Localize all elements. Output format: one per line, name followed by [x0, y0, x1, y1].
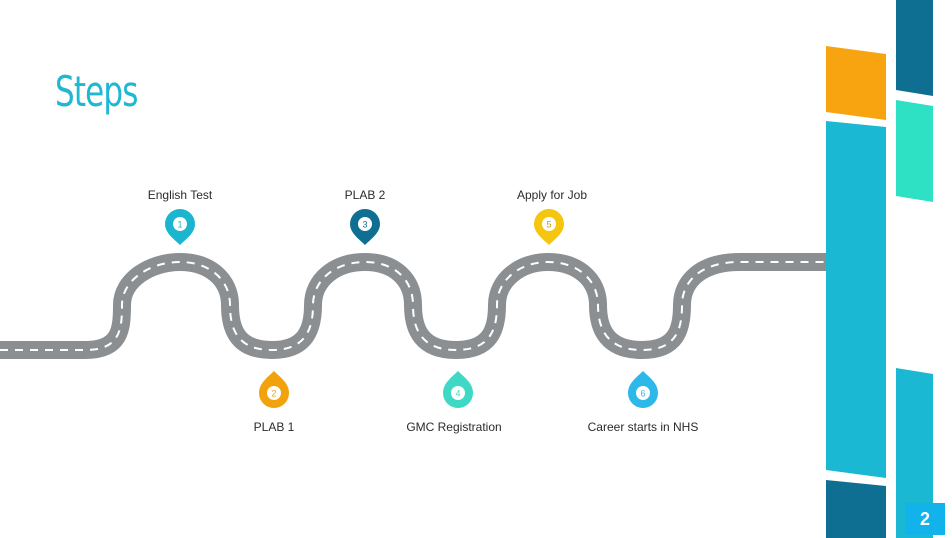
step-pin-1: 1: [165, 209, 195, 245]
step-pin-2: 2: [259, 371, 289, 408]
page-number-box: [905, 503, 945, 535]
step-pin-5: 5: [534, 209, 564, 245]
slide-title: Steps: [55, 67, 138, 116]
band-navy-bottom: [826, 480, 886, 538]
step-number: 2: [271, 389, 276, 399]
step-label-2: PLAB 1: [253, 420, 295, 434]
winding-road: [0, 252, 826, 360]
band-cyan-main: [826, 121, 886, 478]
band-navy-top: [896, 0, 933, 96]
step-number: 3: [362, 220, 367, 230]
step-label-5: Apply for Job: [516, 188, 588, 202]
step-label-6: Career starts in NHS: [587, 420, 699, 434]
step-number: 6: [640, 389, 645, 399]
step-number: 1: [177, 220, 182, 230]
step-pin-4: 4: [443, 371, 473, 408]
step-number: 4: [455, 389, 460, 399]
step-label-3: PLAB 2: [344, 188, 386, 202]
band-teal: [896, 100, 933, 202]
band-orange: [826, 46, 886, 120]
step-label-1: English Test: [147, 188, 213, 202]
band-cyan-right: [896, 368, 933, 538]
step-number: 5: [546, 220, 551, 230]
step-label-4: GMC Registration: [406, 420, 502, 434]
road-surface: [0, 252, 826, 360]
page-number: 2: [919, 509, 930, 529]
decorative-bands: [826, 0, 933, 538]
step-pin-3: 3: [350, 209, 380, 245]
step-pin-6: 6: [628, 371, 658, 408]
